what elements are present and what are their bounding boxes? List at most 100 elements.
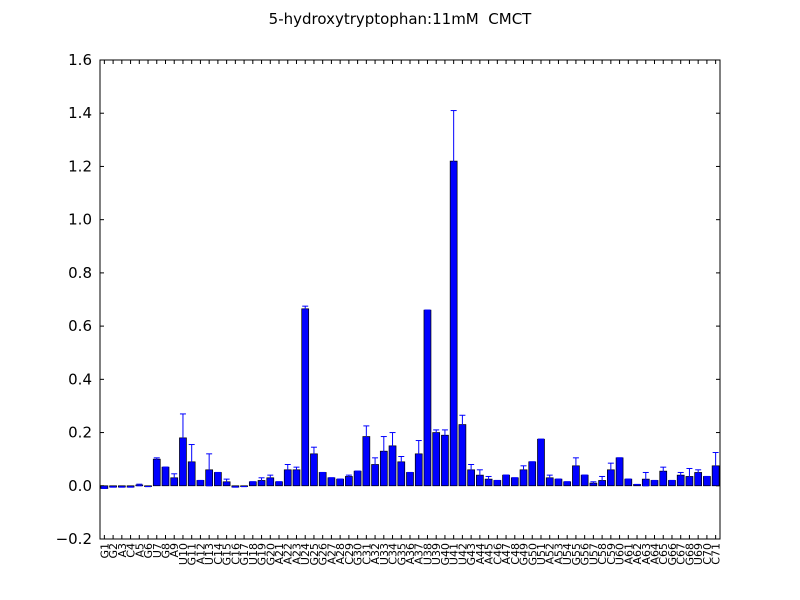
x-tick-label: U51 <box>535 543 548 565</box>
x-tick-label: U18 <box>247 543 260 565</box>
x-tick-label: A5 <box>133 543 146 558</box>
x-tick-label: G8 <box>159 543 172 559</box>
x-tick-label: U24 <box>299 543 312 565</box>
x-tick-label: A9 <box>168 543 181 558</box>
x-tick-label: C14 <box>212 543 225 565</box>
x-tick-label: G55 <box>570 543 583 566</box>
x-tick-label: A28 <box>334 543 347 565</box>
x-tick-label: A61 <box>622 543 635 565</box>
x-tick-label: G15 <box>221 543 234 566</box>
x-tick-label: G68 <box>683 543 696 566</box>
x-tick-label: G56 <box>579 543 592 566</box>
x-tick-label: G35 <box>395 543 408 566</box>
x-tick-label: G30 <box>352 543 365 566</box>
x-tick-label: G26 <box>317 543 330 566</box>
bar <box>432 432 441 487</box>
x-tick-label: G49 <box>518 543 531 566</box>
y-tick-label: 0.0 <box>68 477 92 495</box>
bar <box>161 466 170 487</box>
bar <box>615 457 624 487</box>
x-tick-label: U69 <box>692 543 705 565</box>
bar <box>214 472 222 487</box>
y-tick-label: 1.4 <box>68 104 92 122</box>
bar <box>353 470 362 487</box>
x-tick-label: A64 <box>649 543 662 565</box>
bar <box>423 309 432 487</box>
y-tick-label: 0.8 <box>68 264 92 282</box>
x-tick-label: C34 <box>387 543 400 565</box>
x-tick-label: A45 <box>483 543 496 565</box>
x-tick-label: U54 <box>561 543 574 565</box>
bar <box>537 438 545 487</box>
x-tick-label: A22 <box>282 543 295 565</box>
x-tick-label: G2 <box>107 543 120 559</box>
x-tick-label: U38 <box>421 543 434 565</box>
x-tick-label: U7 <box>151 543 164 558</box>
x-tick-label: C65 <box>657 543 670 565</box>
x-tick-label: C70 <box>701 543 714 565</box>
y-tick-label: 1.2 <box>68 157 92 175</box>
x-tick-label: A44 <box>474 543 487 565</box>
y-tick-label: 1.0 <box>68 211 92 229</box>
x-tick-label: A27 <box>325 543 338 565</box>
x-tick-label: A36 <box>404 543 417 565</box>
y-tick-label: 0.4 <box>68 370 92 388</box>
x-tick-label: U13 <box>203 543 216 565</box>
x-tick-label: U41 <box>448 543 461 565</box>
x-tick-label: G43 <box>465 543 478 566</box>
bar <box>152 458 161 487</box>
x-tick-label: G66 <box>666 543 679 566</box>
bar <box>528 461 537 487</box>
x-tick-label: A32 <box>369 543 382 565</box>
x-tick-label: U39 <box>430 543 443 565</box>
x-tick-label: C16 <box>229 543 242 565</box>
y-tick-label: 1.6 <box>68 51 92 69</box>
y-tick-label: 0.2 <box>68 424 92 442</box>
x-tick-label: A21 <box>273 543 286 565</box>
x-tick-label: U42 <box>456 543 469 565</box>
x-tick-label: A52 <box>544 543 557 565</box>
x-tick-label: U10 <box>177 543 190 565</box>
x-tick-label: U57 <box>587 543 600 565</box>
x-tick-label: C58 <box>596 543 609 565</box>
x-tick-label: U33 <box>378 543 391 565</box>
x-tick-label: A12 <box>194 543 207 565</box>
x-tick-label: A3 <box>116 543 129 558</box>
x-tick-label: G17 <box>238 543 251 566</box>
bar <box>196 480 205 487</box>
x-tick-label: C4 <box>125 543 138 558</box>
bar <box>563 481 572 487</box>
bar <box>327 477 336 487</box>
bar <box>248 481 257 487</box>
x-tick-label: G19 <box>256 543 269 566</box>
y-tick-label: 0.6 <box>68 317 92 335</box>
bar <box>668 480 676 487</box>
bar <box>301 308 310 487</box>
x-tick-label: A47 <box>500 543 513 565</box>
bar <box>275 481 283 487</box>
bar <box>703 476 711 487</box>
x-tick-label: C31 <box>360 543 373 565</box>
plot-frame <box>99 59 721 540</box>
bar <box>554 478 563 487</box>
x-tick-label: A63 <box>640 543 653 565</box>
bar <box>318 472 327 487</box>
x-tick-label: G50 <box>526 543 539 566</box>
bar <box>336 478 344 487</box>
x-tick-label: U60 <box>614 543 627 565</box>
x-tick-label: C46 <box>491 543 504 565</box>
x-tick-label: G11 <box>186 543 199 566</box>
bar <box>406 472 414 487</box>
bar <box>493 480 502 487</box>
x-tick-label: C67 <box>675 543 688 565</box>
x-tick-label: G6 <box>142 543 155 559</box>
bar <box>580 474 589 487</box>
x-tick-label: A62 <box>631 543 644 565</box>
x-tick-label: C59 <box>605 543 618 565</box>
x-tick-label: A23 <box>290 543 303 565</box>
x-tick-label: G20 <box>264 543 277 566</box>
x-tick-label: G25 <box>308 543 321 566</box>
bar <box>441 434 449 487</box>
